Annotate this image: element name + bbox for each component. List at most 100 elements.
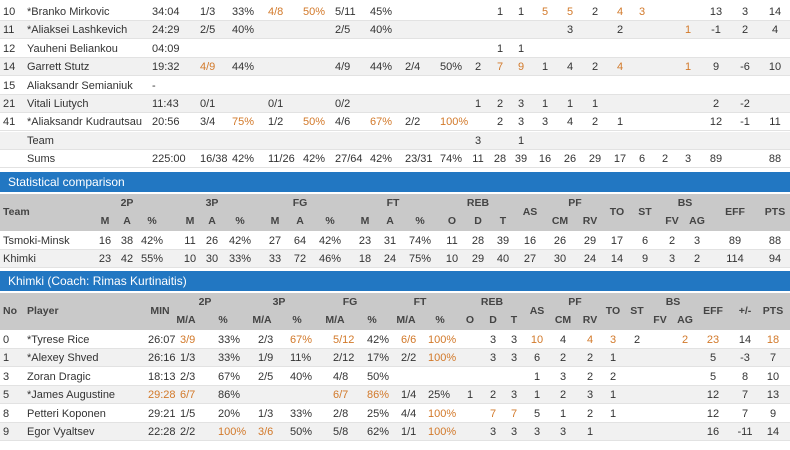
cell: 28 xyxy=(493,153,507,166)
cell: 10 xyxy=(768,61,782,74)
cell: 15 xyxy=(3,79,16,92)
cell: 2 xyxy=(591,116,599,129)
cell: % xyxy=(435,314,445,326)
cell: 7 xyxy=(510,407,518,420)
cell: 29:21 xyxy=(148,407,176,420)
cell: - xyxy=(152,79,156,92)
cell: 2 xyxy=(693,253,701,266)
cell: -2 xyxy=(740,98,750,110)
table-row: 10 *Branko Mirkovic 34:04 1/3 33% 4/8 50% 5/11 4… xyxy=(0,3,790,21)
cell: TO xyxy=(609,206,625,218)
cell: 17% xyxy=(367,352,390,365)
cell: 41 xyxy=(3,116,16,129)
cell: BS xyxy=(677,197,693,209)
cell: 9 xyxy=(3,426,10,438)
cell: 3 xyxy=(474,134,482,147)
cell: 1/4 xyxy=(401,389,417,402)
cell: 17 xyxy=(610,235,624,247)
cell: 2P xyxy=(198,296,212,308)
cell: PTS xyxy=(762,305,784,317)
cell: 1 xyxy=(609,389,617,402)
table-row: 9 Egor Vyaltsev 22:28 2/2 100% 3/6 50% 5/8 62% 1/… xyxy=(0,423,790,441)
cell: 50% xyxy=(440,61,463,74)
cell: 14 xyxy=(768,6,782,18)
cell: 2 xyxy=(712,98,720,110)
cell: 20% xyxy=(218,407,241,420)
cell: 1 xyxy=(541,61,549,74)
cell: Egor Vyaltsev xyxy=(27,426,95,438)
table-row: Khimki 23 42 55% 10 30 33% 33 72 46% 18 24 75% 10 29 40… xyxy=(0,250,790,269)
cell: BS xyxy=(665,296,681,308)
table-row: 15 Aliaksandr Semianiuk - xyxy=(0,77,790,95)
cell: O xyxy=(465,314,475,326)
cell: Garrett Stutz xyxy=(27,61,90,74)
cell: Team xyxy=(3,206,30,218)
cell: PF xyxy=(568,197,582,209)
cell: Petteri Koponen xyxy=(27,407,106,420)
section-bar: Khimki (Coach: Rimas Kurtinaitis) xyxy=(0,271,790,291)
cell: 100% xyxy=(218,426,247,438)
cell: 28 xyxy=(471,235,485,247)
cell: 6 xyxy=(638,153,646,166)
cell: M/A xyxy=(252,314,272,326)
cell: 40% xyxy=(290,370,313,383)
cell: 27 xyxy=(268,235,282,247)
cell: 16/38 xyxy=(200,153,228,166)
cell: 26 xyxy=(553,235,567,247)
cell: 3/6 xyxy=(258,426,274,438)
cell: 24 xyxy=(383,253,397,266)
table-row: 8 Petteri Koponen 29:21 1/5 20% 1/3 33% 2/8 25% 4… xyxy=(0,405,790,423)
cell: 1/1 xyxy=(401,426,417,438)
cell: 11 xyxy=(3,24,15,37)
cell: 12 xyxy=(3,42,16,55)
cell: Yauheni Beliankou xyxy=(27,42,118,55)
cell: Zoran Dragic xyxy=(27,370,91,383)
cell: 11 xyxy=(184,235,196,247)
cell: 3 xyxy=(510,426,518,438)
cell: Khimki xyxy=(3,253,37,266)
cell: % xyxy=(325,215,335,227)
cell: 18 xyxy=(766,334,780,346)
cell: 42% xyxy=(303,153,326,166)
cell: 2/3 xyxy=(258,334,274,346)
cell: 1 xyxy=(496,6,504,18)
cell: 7 xyxy=(769,352,777,365)
cell: 1/2 xyxy=(268,116,284,129)
cell: 25% xyxy=(428,389,451,402)
cell: M/A xyxy=(396,314,416,326)
cell: 4 xyxy=(771,24,779,37)
cell: 3/9 xyxy=(180,334,196,346)
cell: 88 xyxy=(768,235,782,247)
cell: 2/2 xyxy=(401,352,417,365)
cell: 2/5 xyxy=(258,370,274,383)
cell: 40 xyxy=(496,253,510,266)
cell: 2 xyxy=(661,153,669,166)
cell: 29 xyxy=(471,253,485,266)
cell: 1 xyxy=(533,389,541,402)
cell: 3 xyxy=(517,116,525,129)
cell: 3 xyxy=(741,6,749,18)
cell: 3 xyxy=(3,370,10,383)
cell: 1 xyxy=(591,98,599,110)
cell: 3 xyxy=(559,370,567,383)
cell: 33 xyxy=(268,253,282,266)
cell: 2 xyxy=(489,389,497,402)
cell: 5 xyxy=(541,6,549,18)
cell: 2/2 xyxy=(180,426,196,438)
cell: 1 xyxy=(586,426,594,438)
cell: 11:43 xyxy=(152,98,179,110)
cell: 1 xyxy=(496,42,504,55)
cell: 3 xyxy=(638,6,646,18)
cell: FV xyxy=(653,314,667,326)
cell: 33% xyxy=(232,6,255,18)
cell: 25% xyxy=(367,407,390,420)
cell: A xyxy=(386,215,394,227)
cell: 1 xyxy=(609,352,617,365)
cell: O xyxy=(447,215,457,227)
cell: 1 xyxy=(533,370,541,383)
table-row: 0 *Tyrese Rice 26:07 3/9 33% 2/3 67% 5/12 42% 6/6… xyxy=(0,331,790,349)
cell: AG xyxy=(689,215,705,227)
cell: 11 xyxy=(446,235,458,247)
cell: 7 xyxy=(489,407,497,420)
cell: 67% xyxy=(370,116,393,129)
